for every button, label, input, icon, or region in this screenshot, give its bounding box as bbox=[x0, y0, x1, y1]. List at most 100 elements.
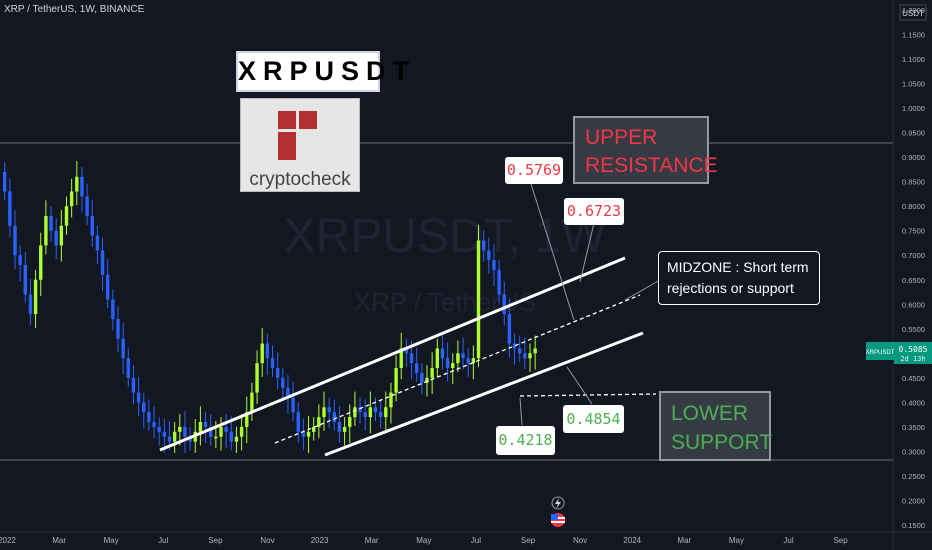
candle-body[interactable] bbox=[430, 368, 434, 378]
candle-body[interactable] bbox=[75, 176, 79, 192]
candle-body[interactable] bbox=[95, 235, 100, 251]
candle-body[interactable] bbox=[245, 412, 249, 427]
candle-body[interactable] bbox=[8, 191, 12, 226]
candle-body[interactable] bbox=[404, 348, 409, 354]
candle-body[interactable] bbox=[142, 402, 146, 413]
candle-body[interactable] bbox=[54, 230, 58, 246]
candle-body[interactable] bbox=[152, 422, 156, 427]
event-economic-flag-icon[interactable] bbox=[551, 513, 565, 527]
candle-body[interactable] bbox=[198, 422, 203, 432]
candle-body[interactable] bbox=[167, 436, 172, 442]
candle-body[interactable] bbox=[399, 348, 403, 369]
candle-body[interactable] bbox=[131, 377, 136, 393]
candle-body[interactable] bbox=[533, 348, 537, 354]
candle-body[interactable] bbox=[183, 426, 187, 437]
candle-body[interactable] bbox=[39, 245, 43, 280]
lower-support-dashed[interactable] bbox=[519, 393, 657, 397]
candle-body[interactable] bbox=[306, 431, 311, 437]
candle-body[interactable] bbox=[209, 426, 213, 437]
candle-body[interactable] bbox=[255, 363, 259, 393]
candle-body[interactable] bbox=[80, 176, 84, 197]
candle-body[interactable] bbox=[435, 348, 439, 369]
candle-body[interactable] bbox=[157, 426, 161, 432]
candle-body[interactable] bbox=[291, 397, 295, 413]
candle-body[interactable] bbox=[136, 392, 141, 403]
candle-body[interactable] bbox=[502, 294, 506, 315]
candle-body[interactable] bbox=[358, 407, 362, 413]
channel-midzone-line[interactable] bbox=[274, 294, 641, 444]
candle-body[interactable] bbox=[487, 250, 491, 261]
candle-body[interactable] bbox=[178, 426, 182, 432]
candle-body[interactable] bbox=[368, 407, 373, 418]
candle-body[interactable] bbox=[394, 368, 398, 393]
candle-body[interactable] bbox=[420, 372, 424, 383]
candle-body[interactable] bbox=[518, 348, 522, 354]
candle-body[interactable] bbox=[301, 431, 306, 437]
price-axis[interactable] bbox=[893, 0, 932, 532]
candle-body[interactable] bbox=[389, 392, 393, 408]
candle-body[interactable] bbox=[203, 422, 208, 427]
last-price-tag[interactable] bbox=[894, 342, 932, 364]
candle-body[interactable] bbox=[342, 426, 347, 432]
candle-body[interactable] bbox=[456, 353, 460, 364]
last-price-symbol-tag[interactable] bbox=[866, 342, 894, 360]
candle-body[interactable] bbox=[147, 412, 151, 422]
candle-body[interactable] bbox=[126, 358, 130, 378]
candle-body[interactable] bbox=[378, 412, 383, 418]
candle-body[interactable] bbox=[332, 412, 336, 422]
candle-body[interactable] bbox=[23, 265, 27, 295]
candle-body[interactable] bbox=[523, 353, 527, 359]
candle-body[interactable] bbox=[33, 279, 38, 315]
candle-body[interactable] bbox=[116, 319, 120, 339]
candle-body[interactable] bbox=[507, 314, 512, 344]
candle-body[interactable] bbox=[3, 171, 7, 192]
candle-body[interactable] bbox=[286, 387, 290, 398]
candle-body[interactable] bbox=[260, 343, 264, 364]
candle-body[interactable] bbox=[162, 431, 167, 437]
candle-body[interactable] bbox=[528, 353, 532, 359]
currency-box[interactable] bbox=[899, 4, 927, 21]
candle-body[interactable] bbox=[461, 353, 465, 359]
candle-body[interactable] bbox=[312, 426, 316, 432]
candle-body[interactable] bbox=[275, 368, 280, 378]
candle-body[interactable] bbox=[229, 431, 233, 442]
candle-body[interactable] bbox=[337, 422, 342, 432]
candle-body[interactable] bbox=[497, 269, 501, 295]
candle-body[interactable] bbox=[219, 426, 223, 437]
candle-body[interactable] bbox=[327, 407, 331, 413]
candle-body[interactable] bbox=[317, 417, 321, 427]
candle-body[interactable] bbox=[13, 225, 17, 256]
candle-body[interactable] bbox=[28, 294, 33, 315]
candle-body[interactable] bbox=[348, 417, 352, 427]
candle-body[interactable] bbox=[234, 436, 239, 442]
candle-body[interactable] bbox=[384, 407, 388, 418]
candle-body[interactable] bbox=[106, 274, 110, 300]
candle-body[interactable] bbox=[425, 377, 429, 383]
candle-body[interactable] bbox=[49, 216, 53, 231]
candle-body[interactable] bbox=[440, 348, 445, 359]
channel-upper-line[interactable] bbox=[159, 256, 626, 452]
candle-body[interactable] bbox=[239, 426, 244, 437]
candle-body[interactable] bbox=[373, 407, 378, 413]
candle-body[interactable] bbox=[100, 250, 105, 275]
candle-body[interactable] bbox=[409, 353, 414, 364]
candle-body[interactable] bbox=[85, 196, 89, 216]
channel-lower-line[interactable] bbox=[324, 331, 644, 457]
candle-body[interactable] bbox=[214, 436, 218, 439]
candle-body[interactable] bbox=[476, 240, 481, 359]
candle-body[interactable] bbox=[265, 343, 270, 359]
candle-body[interactable] bbox=[281, 377, 285, 388]
candle-body[interactable] bbox=[44, 216, 48, 246]
candle-body[interactable] bbox=[270, 358, 275, 369]
candle-body[interactable] bbox=[121, 338, 125, 359]
candle-body[interactable] bbox=[296, 412, 300, 432]
candle-body[interactable] bbox=[250, 392, 254, 413]
candle-body[interactable] bbox=[415, 363, 419, 373]
candle-body[interactable] bbox=[64, 206, 69, 226]
symbol-header[interactable]: XRP / TetherUS, 1W, BINANCE bbox=[4, 4, 145, 15]
candle-body[interactable] bbox=[18, 255, 22, 266]
candle-body[interactable] bbox=[512, 343, 517, 349]
candle-body[interactable] bbox=[322, 407, 326, 418]
candle-body[interactable] bbox=[363, 412, 367, 418]
candle-body[interactable] bbox=[466, 358, 470, 364]
